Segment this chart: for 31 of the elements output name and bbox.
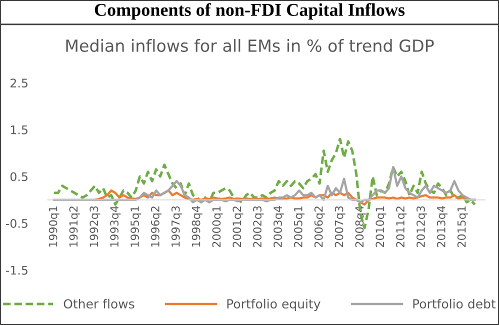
x-tick-label: 2005q1	[294, 206, 305, 248]
x-tick-label: 1996q2	[150, 206, 162, 247]
x-tick-label: 2007q3	[334, 206, 346, 248]
x-tick-label: 2012q3	[416, 206, 428, 248]
y-tick-label: 1.5	[10, 126, 28, 134]
legend-label: Portfolio debt	[413, 298, 496, 309]
x-tick-label: 1998q4	[192, 206, 202, 247]
y-tick-label: 0.5	[10, 172, 28, 182]
x-tick-label: 1991q2	[69, 206, 80, 247]
x-tick-label: 2010q1	[376, 206, 386, 248]
chart-subtitle: Median inflows for all EMs in % of trend GDP	[66, 39, 434, 52]
x-tick-label: 2002q3	[253, 206, 264, 248]
x-tick-label: 1993q4	[110, 206, 121, 247]
chart-title: Components of non-FDI Capital Inflows	[94, 3, 405, 20]
x-tick-label: 2011q2	[396, 206, 407, 248]
y-tick-label: -1.5	[6, 266, 28, 275]
line-series	[52, 166, 476, 204]
x-tick-label: 1997q3	[171, 206, 182, 247]
x-tick-label: 1995q1	[130, 206, 142, 247]
legend-label: Other flows	[64, 298, 134, 309]
legend-label: Portfolio equity	[227, 298, 320, 311]
x-tick-label: 2000q1	[212, 206, 223, 248]
x-tick-label: 1992q3	[90, 206, 100, 247]
x-tick-label: 2006q2	[314, 206, 325, 248]
x-tick-label: 1990q1	[48, 206, 60, 247]
x-tick-label: 2001q2	[232, 206, 244, 248]
y-tick-label: 2.5	[10, 78, 28, 88]
x-tick-label: 2013q4	[436, 206, 448, 248]
x-tick-label: 2003q4	[274, 206, 284, 248]
x-tick-label: 2015q1	[457, 206, 468, 248]
y-tick-label: -0.5	[6, 219, 28, 228]
